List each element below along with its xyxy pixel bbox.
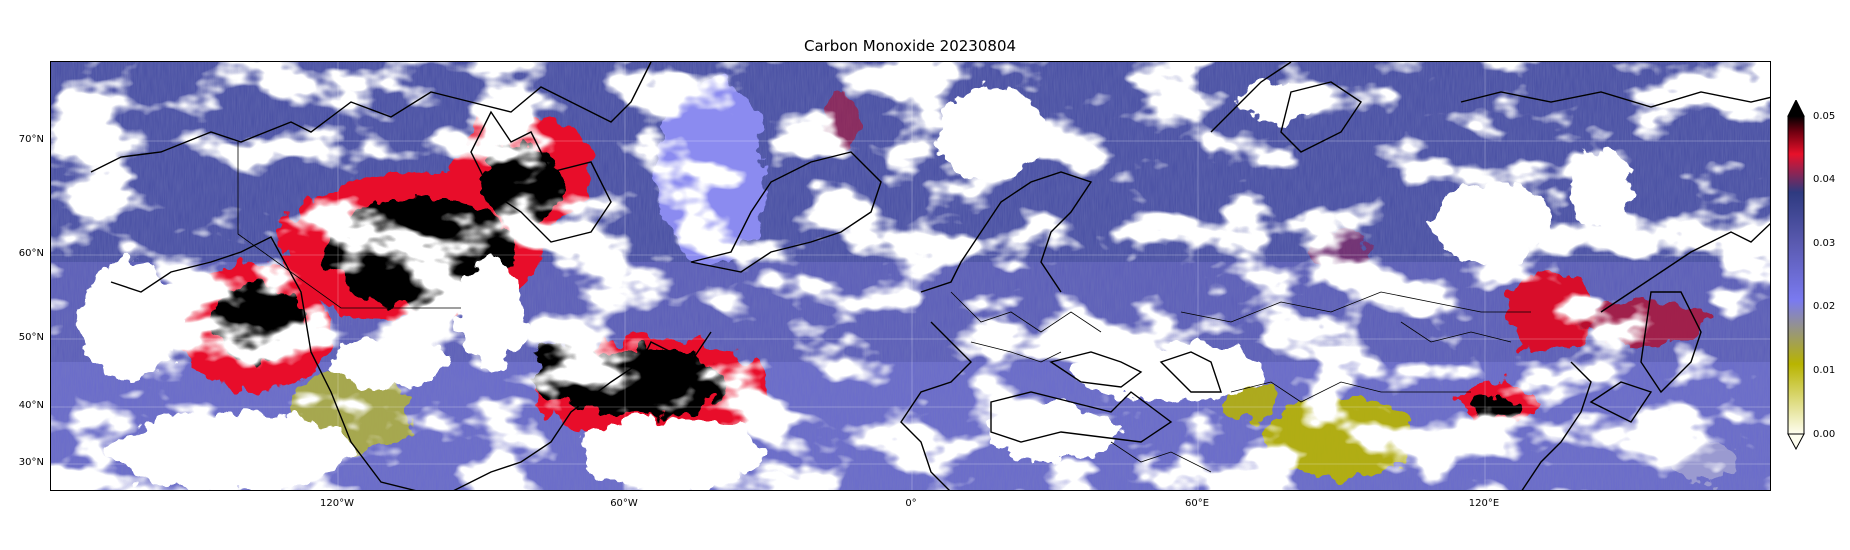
lon-label-0: 0° [905, 498, 917, 509]
lat-label-60n: 60°N [18, 248, 44, 259]
lon-label-60w: 60°W [610, 498, 638, 509]
lat-label-70n: 70°N [18, 134, 44, 145]
cloud-gaps [81, 82, 1631, 490]
colorbar-tick-0.01: 0.01 [1813, 365, 1836, 376]
colorbar-tick-0.04: 0.04 [1813, 174, 1836, 185]
lon-label-120w: 120°W [320, 498, 354, 509]
lat-label-30n: 30°N [18, 457, 44, 468]
colorbar-extend-min [1787, 433, 1805, 450]
lat-label-50n: 50°N [18, 332, 44, 343]
colorbar-extend-max [1787, 100, 1805, 117]
country-borders [237, 142, 1531, 473]
map-title: Carbon Monoxide 20230804 [803, 37, 1017, 55]
cloud-mask [51, 62, 1770, 490]
coastlines [90, 62, 1770, 490]
co-map-canvas [51, 62, 1770, 490]
lon-label-60e: 60°E [1184, 498, 1210, 509]
colorbar-tick-0.03: 0.03 [1813, 238, 1836, 249]
lat-label-40n: 40°N [18, 400, 44, 411]
lon-label-120e: 120°E [1468, 498, 1500, 509]
colorbar-tick-0.00: 0.00 [1813, 429, 1836, 440]
graticule [51, 62, 1770, 490]
colorbar-tick-0.05: 0.05 [1813, 111, 1836, 122]
colorbar-gradient [1787, 115, 1805, 435]
co-map [50, 61, 1771, 491]
colorbar [1787, 100, 1805, 450]
colorbar-tick-0.02: 0.02 [1813, 301, 1836, 312]
